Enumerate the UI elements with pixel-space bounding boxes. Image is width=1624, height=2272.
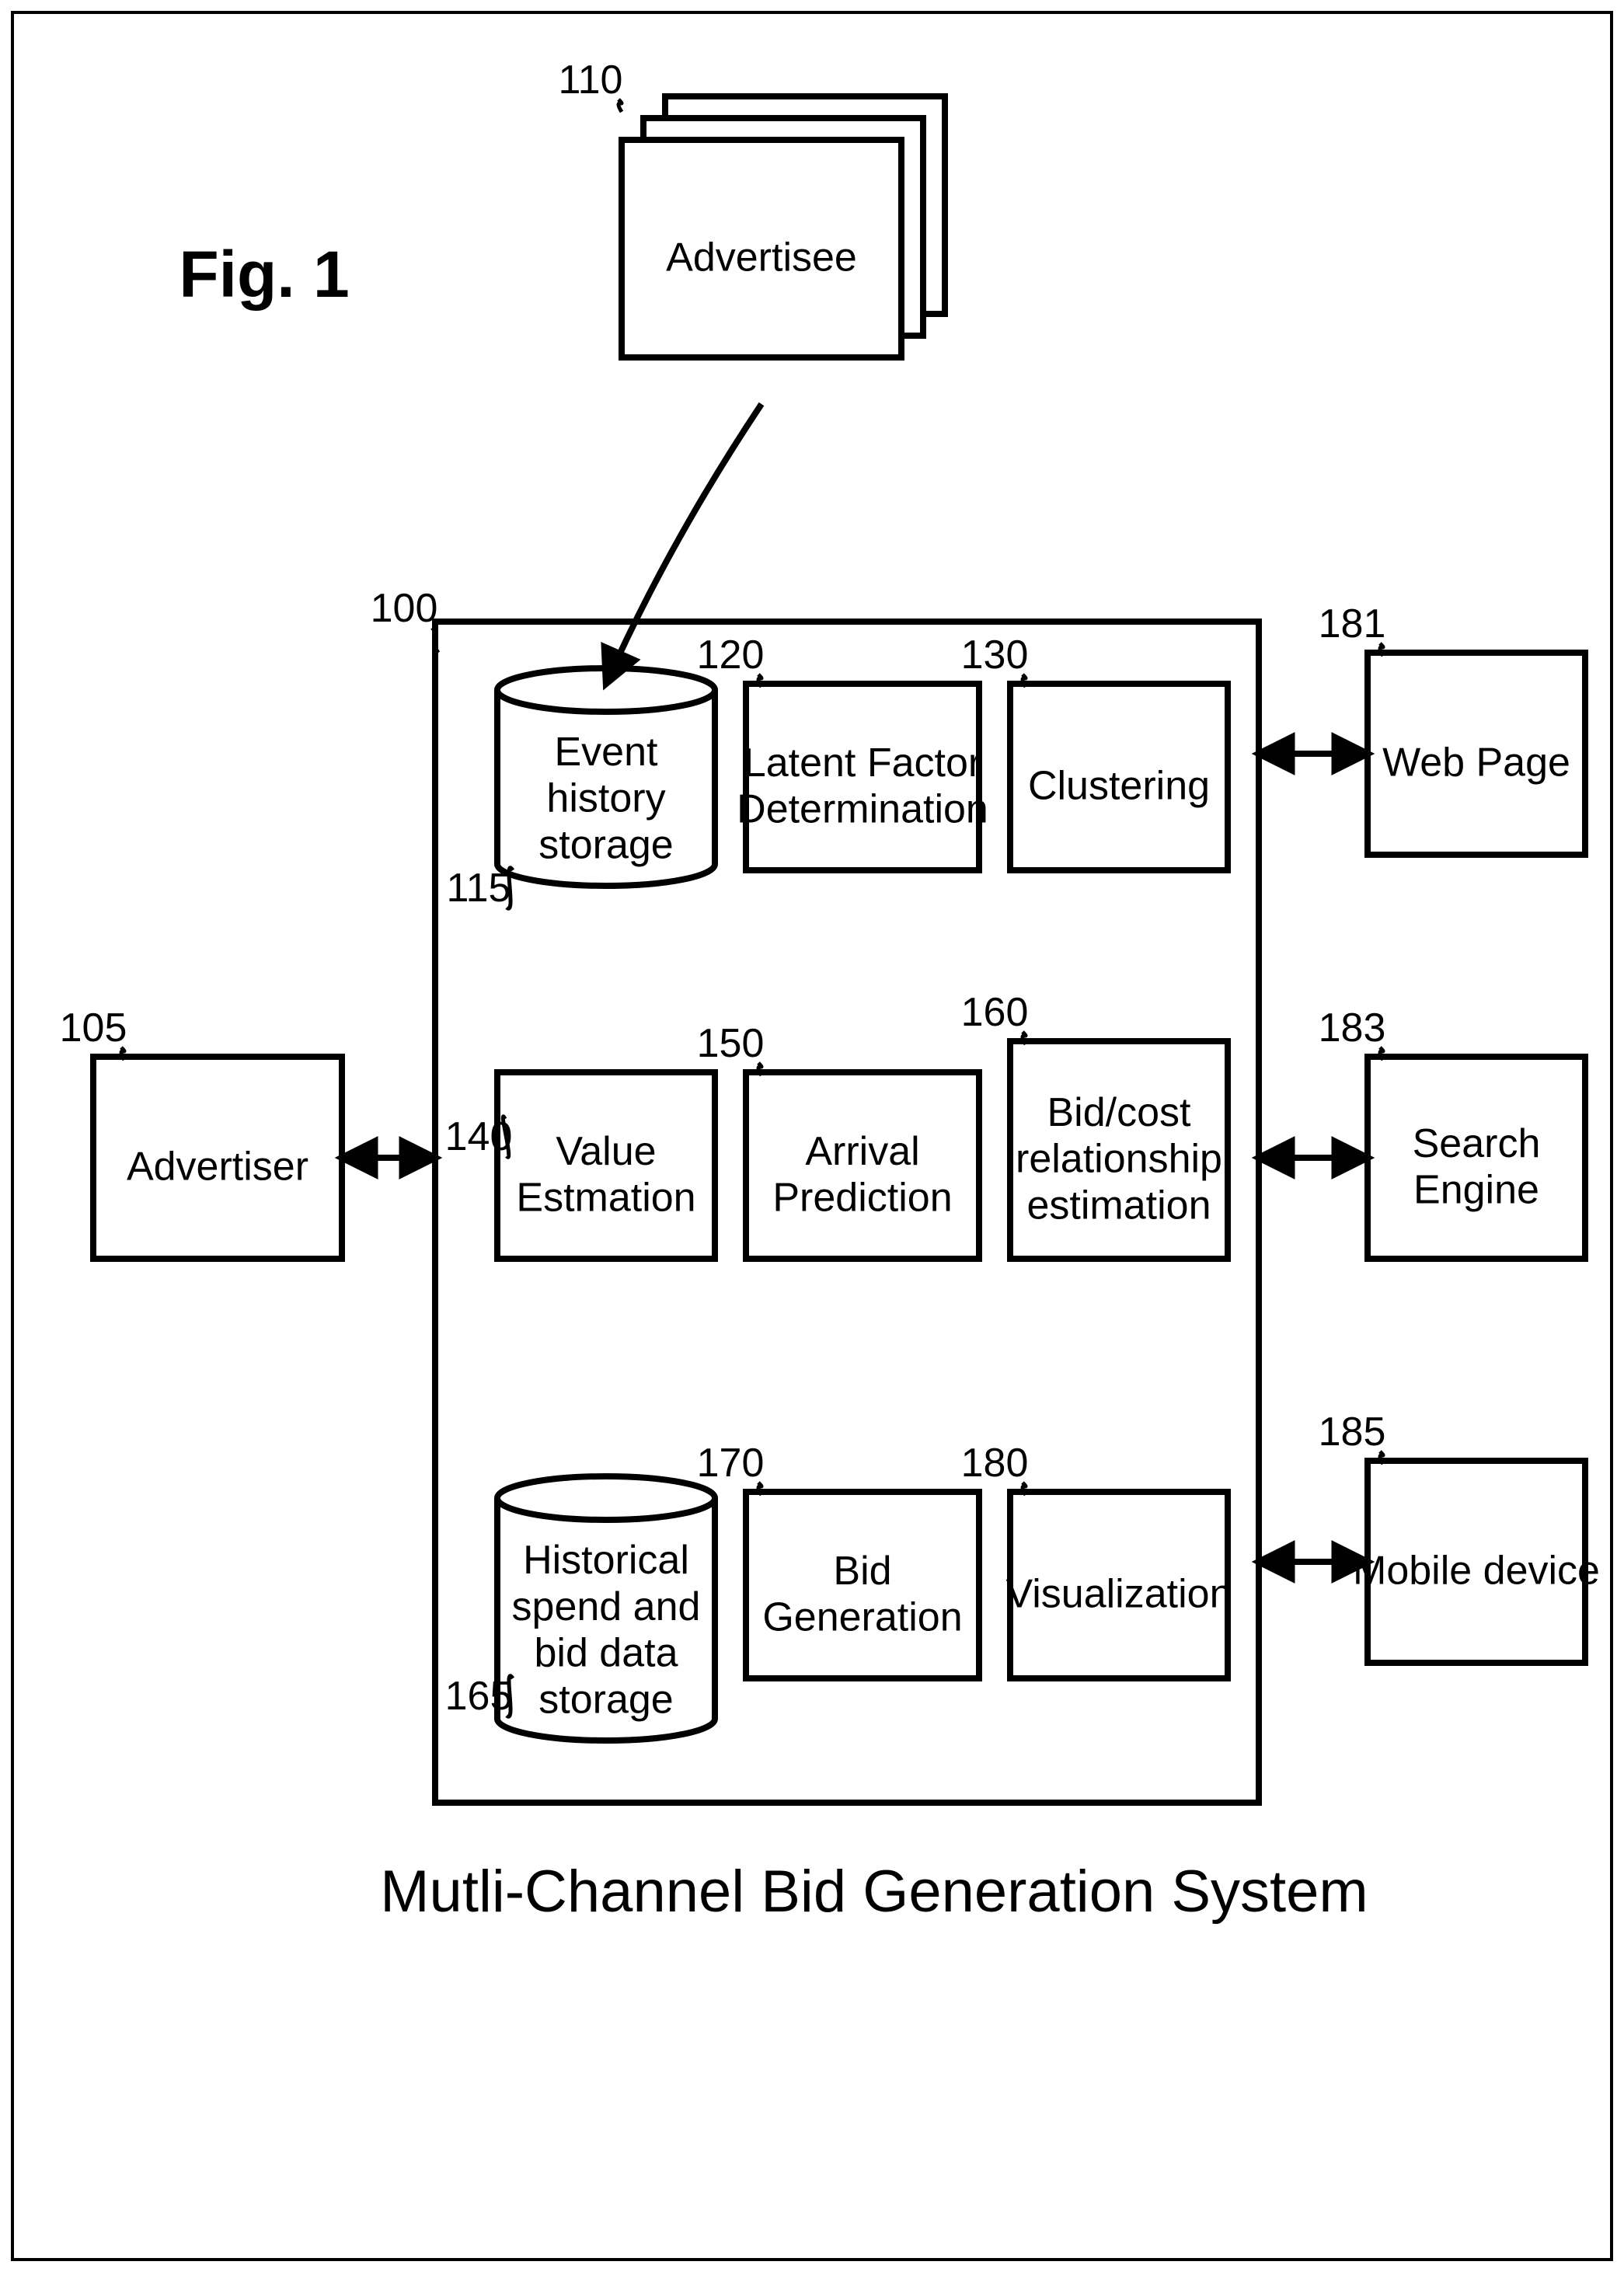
node-bidcost: Bid/costrelationshipestimation [1010, 1041, 1228, 1259]
svg-text:bid data: bid data [534, 1631, 678, 1676]
node-search_eng: SearchEngine [1368, 1057, 1585, 1259]
svg-text:Engine: Engine [1413, 1168, 1539, 1213]
svg-text:Search: Search [1413, 1121, 1541, 1166]
svg-text:115: 115 [447, 866, 511, 911]
svg-text:165: 165 [445, 1674, 513, 1719]
svg-text:Arrival: Arrival [805, 1129, 919, 1174]
node-arrival: ArrivalPrediction [746, 1072, 979, 1259]
svg-text:Advertisee: Advertisee [666, 235, 857, 281]
svg-text:105: 105 [60, 1005, 127, 1051]
node-advertiser: Advertiser [93, 1057, 342, 1259]
node-web_page: Web Page [1368, 653, 1585, 855]
node-mobile: Mobile device [1353, 1461, 1600, 1663]
svg-text:storage: storage [538, 822, 673, 867]
svg-text:180: 180 [961, 1441, 1029, 1486]
svg-text:Mutli-Channel Bid Generation S: Mutli-Channel Bid Generation System [380, 1859, 1368, 1925]
node-hist_spend: Historicalspend andbid datastorage [497, 1476, 715, 1741]
svg-text:Prediction: Prediction [772, 1176, 952, 1221]
node-value_est: ValueEstmation [497, 1072, 715, 1259]
node-clustering: Clustering [1010, 684, 1228, 870]
svg-text:Determination: Determination [737, 787, 988, 832]
figure-root: Fig. 1AdvertiserAdvertiseeEventhistoryst… [0, 0, 1624, 2272]
ref-140: 140 [445, 1114, 513, 1159]
node-latent: Latent FactorDetermination [737, 684, 988, 870]
svg-text:history: history [546, 776, 665, 821]
svg-text:100: 100 [371, 586, 438, 631]
svg-text:storage: storage [538, 1677, 673, 1722]
svg-text:185: 185 [1319, 1410, 1386, 1455]
svg-text:181: 181 [1319, 601, 1386, 646]
svg-text:Value: Value [556, 1129, 656, 1174]
node-bid_gen: BidGeneration [746, 1492, 979, 1678]
ref-185: 185 [1319, 1410, 1386, 1464]
ref-150: 150 [697, 1021, 765, 1075]
svg-text:Historical: Historical [523, 1538, 689, 1583]
ref-115: 115 [447, 866, 513, 911]
svg-text:Fig. 1: Fig. 1 [179, 238, 349, 311]
ref-183: 183 [1319, 1005, 1386, 1060]
svg-text:Estmation: Estmation [516, 1176, 695, 1221]
ref-180: 180 [961, 1441, 1029, 1495]
ref-100: 100 [371, 586, 438, 653]
svg-text:Latent Factor: Latent Factor [744, 740, 981, 786]
svg-text:160: 160 [961, 990, 1029, 1035]
svg-text:170: 170 [697, 1441, 765, 1486]
svg-text:Mobile device: Mobile device [1353, 1549, 1600, 1594]
ref-110: 110 [559, 57, 623, 112]
ref-130: 130 [961, 632, 1029, 687]
svg-text:150: 150 [697, 1021, 765, 1066]
svg-text:Web Page: Web Page [1382, 740, 1570, 786]
svg-text:130: 130 [961, 632, 1029, 678]
svg-text:Event: Event [555, 730, 659, 775]
ref-105: 105 [60, 1005, 127, 1060]
svg-text:Visualization: Visualization [1005, 1572, 1232, 1617]
svg-text:relationship: relationship [1016, 1137, 1222, 1182]
ref-160: 160 [961, 990, 1029, 1044]
ref-181: 181 [1319, 601, 1386, 656]
svg-text:140: 140 [445, 1114, 513, 1159]
svg-text:110: 110 [559, 57, 623, 103]
svg-text:Bid: Bid [833, 1549, 891, 1594]
svg-text:spend and: spend and [512, 1584, 701, 1629]
svg-text:120: 120 [697, 632, 765, 678]
ref-165: 165 [445, 1674, 513, 1719]
svg-text:183: 183 [1319, 1005, 1386, 1051]
node-advertisee: Advertisee [622, 96, 945, 357]
svg-text:Advertiser: Advertiser [127, 1145, 308, 1190]
svg-text:Generation: Generation [762, 1595, 962, 1640]
svg-text:Clustering: Clustering [1028, 764, 1210, 809]
svg-text:Bid/cost: Bid/cost [1047, 1090, 1192, 1135]
svg-text:estimation: estimation [1027, 1183, 1211, 1228]
node-ev_hist: Eventhistorystorage [497, 668, 715, 886]
node-viz: Visualization [1005, 1492, 1232, 1678]
